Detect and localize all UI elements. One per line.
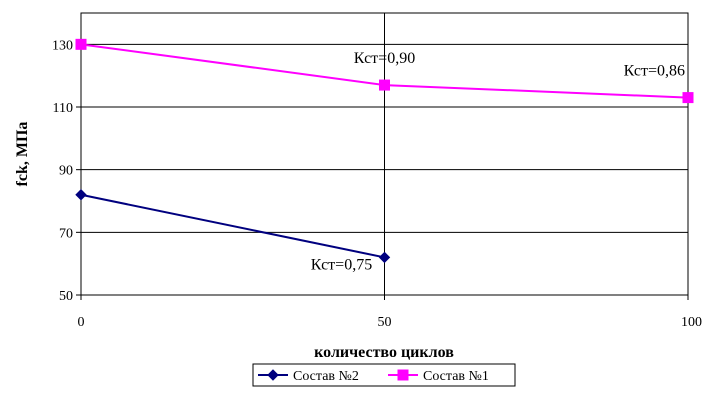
y-tick-label: 50	[59, 289, 73, 304]
data-point-marker	[379, 79, 390, 91]
data-point-marker	[682, 92, 694, 104]
series-line	[80, 193, 385, 259]
legend-item: Состав №1	[388, 369, 489, 384]
annotation-label: Кст=0,75	[311, 256, 372, 273]
x-tick-label: 100	[681, 315, 702, 330]
y-tick-label: 130	[52, 38, 73, 53]
legend-label: Состав №2	[293, 369, 359, 384]
y-axis-title: fck, МПа	[14, 122, 31, 187]
y-tick-label: 90	[59, 164, 73, 179]
annotation-label: Кст=0,86	[624, 63, 685, 80]
x-axis-title: количество циклов	[314, 344, 454, 361]
legend: Состав №2 Состав №1	[252, 363, 516, 387]
data-point-marker	[75, 38, 87, 50]
data-point-marker	[378, 251, 391, 264]
series-2	[75, 38, 694, 104]
legend-box	[252, 363, 516, 387]
legend-label: Состав №1	[423, 369, 489, 384]
legend-item: Состав №2	[258, 369, 359, 384]
tick-labels: 50 70 90 110 130 0 50 100	[52, 38, 702, 330]
series-layer	[75, 38, 694, 264]
annotation-label: Кст=0,90	[354, 50, 415, 67]
data-point-marker	[75, 189, 87, 201]
x-tick-label: 50	[378, 315, 392, 330]
x-tick-label: 0	[78, 315, 85, 330]
annotations: Кст=0,90 Кст=0,86 Кст=0,75	[311, 50, 685, 273]
legend-swatch-marker	[267, 369, 279, 381]
legend-swatch-marker	[397, 369, 409, 381]
series-1	[75, 189, 391, 264]
y-tick-label: 110	[53, 101, 73, 116]
legend-items: Состав №2 Состав №1	[258, 369, 489, 384]
y-tick-label: 70	[59, 226, 73, 241]
